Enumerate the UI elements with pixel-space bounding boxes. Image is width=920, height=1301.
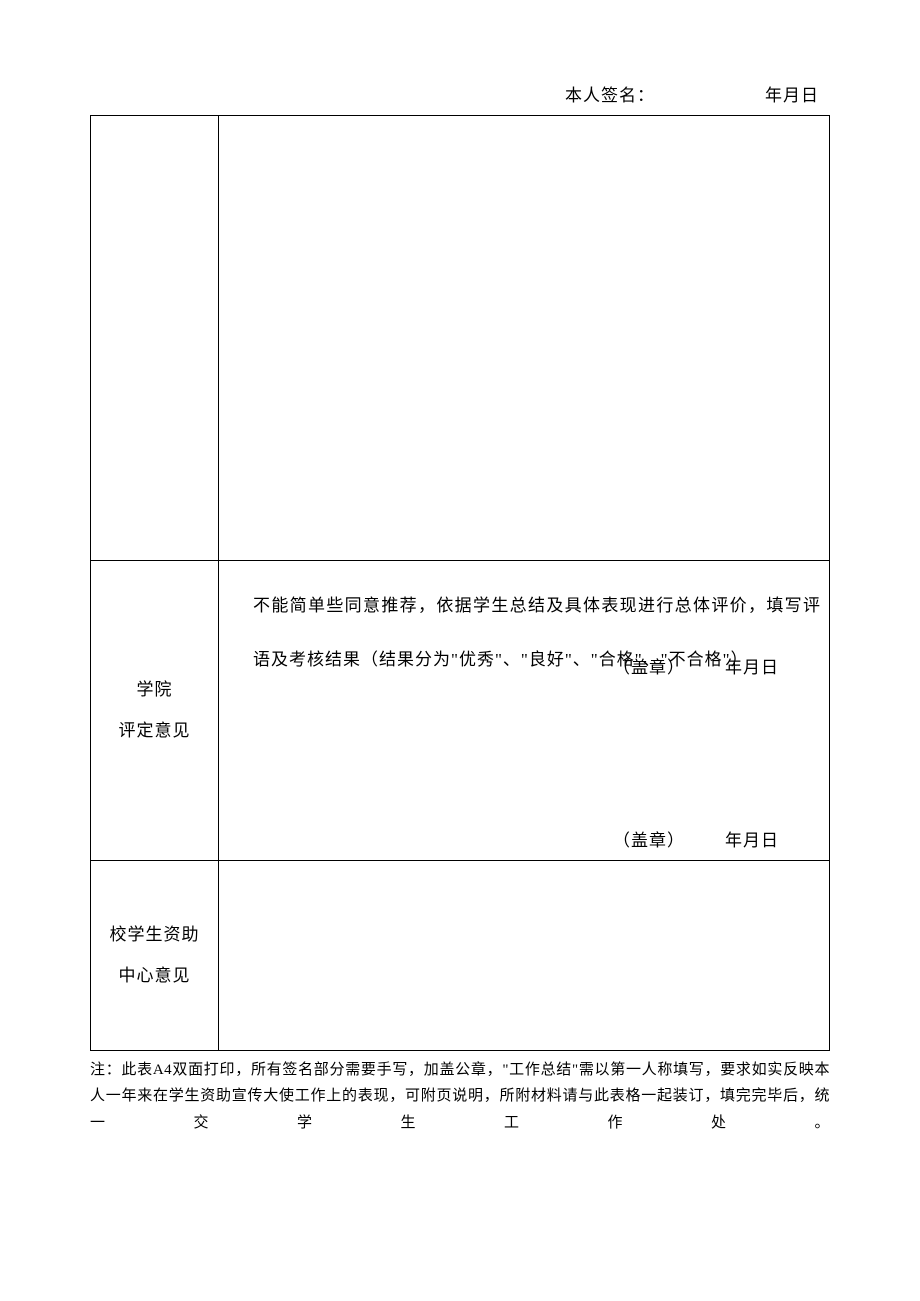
date-label: 年月日 [725, 658, 779, 677]
row3-label: 校学生资助 中心意见 [91, 915, 218, 997]
row2-label: 学院 评定意见 [91, 670, 218, 752]
row3-content-cell: （盖章）年月日 [219, 861, 830, 1051]
table-row: 学院 评定意见 不能简单些同意推荐，依据学生总结及具体表现进行总体评价，填写评语… [91, 561, 830, 861]
form-page: 本人签名：年月日 学院 评定意见 不能简单些同意推荐，依据学生总结及具体表现进行… [90, 115, 830, 1136]
signature-prefix: 本人签名： [565, 86, 655, 105]
footnote: 注：此表A4双面打印，所有签名部分需要手写，加盖公章，"工作总结"需以第一人称填… [90, 1057, 830, 1136]
row1-content-cell: 本人签名：年月日 [219, 116, 830, 561]
table-row: 本人签名：年月日 [91, 116, 830, 561]
stamp-label: （盖章） [613, 658, 685, 677]
evaluation-table: 本人签名：年月日 学院 评定意见 不能简单些同意推荐，依据学生总结及具体表现进行… [90, 115, 830, 1051]
stamp-line: （盖章） 年月日 [219, 826, 819, 851]
row1-label-cell [91, 116, 219, 561]
table-row: 校学生资助 中心意见 （盖章）年月日 [91, 861, 830, 1051]
row2-content-cell: 不能简单些同意推荐，依据学生总结及具体表现进行总体评价，填写评语及考核结果（结果… [219, 561, 830, 861]
date-label: 年月日 [725, 831, 779, 850]
date-label: 年月日 [765, 86, 819, 105]
row2-content: 不能简单些同意推荐，依据学生总结及具体表现进行总体评价，填写评语及考核结果（结果… [219, 561, 829, 688]
stamp-label: （盖章） [613, 831, 685, 850]
signature-line: 本人签名： 年月日 [219, 81, 819, 106]
stamp-line: （盖章） 年月日 [219, 653, 819, 678]
row2-label-cell: 学院 评定意见 [91, 561, 219, 861]
row3-label-cell: 校学生资助 中心意见 [91, 861, 219, 1051]
